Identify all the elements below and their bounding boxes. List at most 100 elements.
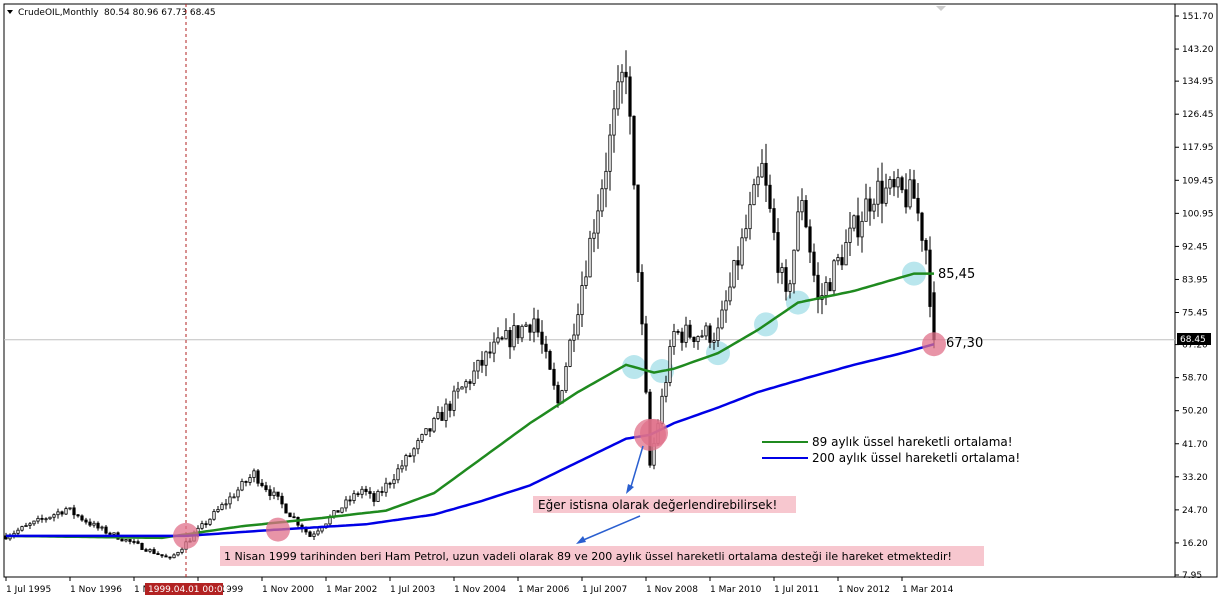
candle <box>264 481 268 493</box>
candle <box>748 191 752 240</box>
candle <box>56 508 60 519</box>
candle <box>132 538 136 545</box>
y-tick-label: 75.45 <box>1182 309 1208 319</box>
candle <box>252 468 256 483</box>
y-tick-label: 126.45 <box>1182 110 1214 120</box>
candle <box>924 238 928 265</box>
plot-area[interactable] <box>3 3 1176 578</box>
candle <box>344 496 348 512</box>
support-touch-ema200 <box>922 332 946 357</box>
candle <box>808 219 812 263</box>
candle <box>812 243 816 283</box>
candle <box>316 527 320 536</box>
candle <box>804 195 808 229</box>
x-tick-label: 1 Nov 1996 <box>70 585 122 595</box>
candle <box>380 486 384 497</box>
svg-text:68.45: 68.45 <box>1180 335 1206 345</box>
price-scale-area <box>1174 3 1218 578</box>
candle <box>496 327 500 345</box>
candle <box>868 186 872 226</box>
candle <box>632 115 636 190</box>
candle <box>840 244 844 271</box>
candle <box>908 169 912 210</box>
candle <box>444 398 448 428</box>
candle <box>412 447 416 463</box>
candle <box>276 491 280 501</box>
candle <box>20 525 24 532</box>
legend-ema89-label: 89 aylık üssel hareketli ortalama! <box>812 435 1013 449</box>
current-price-tag: 68.45 <box>1177 333 1211 345</box>
y-tick-label: 109.45 <box>1182 176 1214 186</box>
candle <box>768 174 772 213</box>
support-touch-ema200 <box>640 418 668 447</box>
candle <box>228 492 232 509</box>
candle <box>584 260 588 289</box>
candle <box>28 521 32 530</box>
candle <box>880 162 884 224</box>
annotation-arrows <box>576 445 644 544</box>
candle <box>724 290 728 323</box>
candle <box>472 361 476 387</box>
triangle-down-icon[interactable] <box>7 10 13 14</box>
candle <box>44 517 48 523</box>
candle <box>856 197 860 246</box>
candle <box>592 219 596 253</box>
candle <box>392 474 396 489</box>
candle <box>280 492 284 509</box>
ohlc-readout: 80.54 80.96 67.73 68.45 <box>104 8 216 18</box>
candle <box>468 379 472 391</box>
candle <box>876 167 880 217</box>
candle <box>88 518 92 527</box>
candle <box>336 510 340 513</box>
scroll-marker-icon[interactable] <box>936 6 946 11</box>
y-tick-label: 67.20 <box>1182 341 1208 351</box>
arrowhead-main-icon <box>576 536 586 544</box>
candle <box>464 379 468 394</box>
candle <box>516 325 520 345</box>
candle <box>212 509 216 521</box>
candle <box>708 323 712 349</box>
candle <box>260 478 264 488</box>
candle <box>504 318 508 340</box>
candle <box>700 329 704 338</box>
candle <box>540 320 544 354</box>
candle <box>364 485 368 496</box>
candle <box>492 332 496 363</box>
candle <box>548 349 552 371</box>
candle <box>528 323 532 341</box>
candle <box>776 218 780 284</box>
candle <box>144 547 148 552</box>
candle <box>848 212 852 257</box>
candle <box>852 214 856 232</box>
candle <box>784 259 788 301</box>
candle <box>288 512 292 518</box>
candle <box>556 381 560 408</box>
candle <box>232 493 236 499</box>
candle <box>532 307 536 343</box>
candle <box>348 495 352 506</box>
candle <box>832 258 836 295</box>
legend-ema200-label: 200 aylık üssel hareketli ortalama! <box>812 451 1020 465</box>
candle <box>616 65 620 116</box>
x-tick-label: 1 Mar 2002 <box>326 585 377 595</box>
ema-layer <box>5 272 935 540</box>
candle <box>224 498 228 510</box>
candle <box>836 253 840 266</box>
candle <box>176 551 180 557</box>
candle <box>52 513 56 522</box>
candle <box>896 168 900 198</box>
candle <box>248 474 252 486</box>
x-tick-label: 1 Mar 2010 <box>710 585 762 595</box>
candle <box>764 143 768 203</box>
candle <box>96 521 100 531</box>
candle <box>140 542 144 550</box>
candle <box>892 171 896 197</box>
candle <box>796 196 800 252</box>
candle <box>200 520 204 530</box>
candle <box>460 385 464 390</box>
candle <box>664 375 668 403</box>
candle <box>312 531 316 540</box>
candle <box>400 460 404 473</box>
